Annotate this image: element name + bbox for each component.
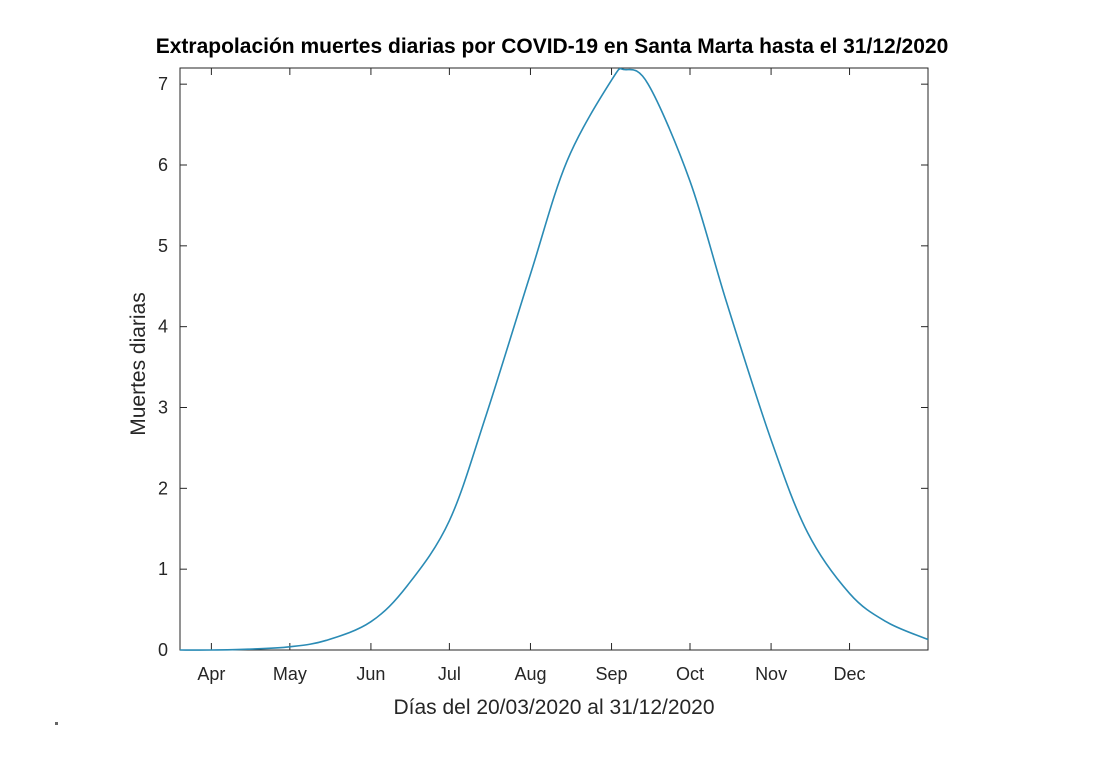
x-tick-label: Dec [834,664,866,684]
y-tick-label: 1 [158,559,168,579]
x-axis-label: Días del 20/03/2020 al 31/12/2020 [393,696,714,719]
series-line [179,67,929,651]
y-tick-label: 3 [158,398,168,418]
x-tick-label: Sep [596,664,628,684]
y-tick-label: 7 [158,74,168,94]
y-tick-label: 5 [158,236,168,256]
x-tick-label: Jun [356,664,385,684]
y-tick-label: 4 [158,317,168,337]
y-tick-label: 0 [158,640,168,660]
y-tick-label: 6 [158,155,168,175]
x-tick-label: Apr [197,664,225,684]
axes-box [179,67,929,651]
stray-dot [55,722,58,725]
chart-title: Extrapolación muertes diarias por COVID-… [156,35,949,58]
y-tick-label: 2 [158,478,168,498]
x-tick-label: Oct [676,664,704,684]
plot-area: 0 1 2 3 4 5 6 7 Apr May Jun Jul Aug Sep Oct Nov Dec [158,67,929,684]
x-tick-label: Nov [755,664,787,684]
x-tick-label: Jul [438,664,461,684]
x-tick-label: May [273,664,307,684]
y-axis-label: Muertes diarias [127,292,150,436]
x-tick-label: Aug [514,664,546,684]
